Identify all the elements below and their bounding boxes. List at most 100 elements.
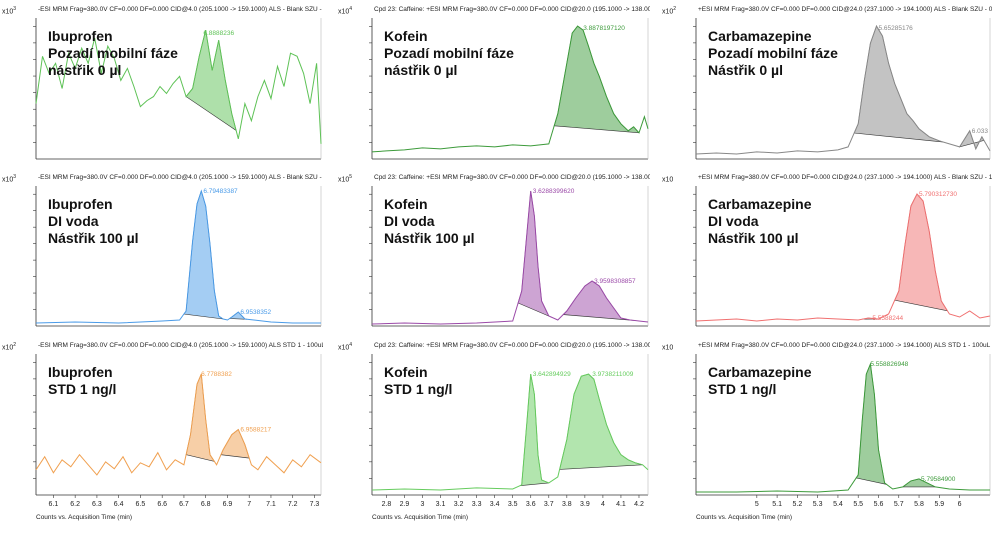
chromatogram-title: Ibuprofen Pozadí mobilní fáze nástřik 0 µl — [48, 28, 178, 79]
y-multiplier: x10 — [662, 176, 674, 184]
x-tick-label: 3.1 — [436, 501, 446, 508]
peak-retention-label: 5.790312730 — [919, 191, 957, 198]
chromatogram-plot: 6.79483387 6.9538352 — [33, 186, 322, 327]
peak-area — [185, 373, 216, 462]
chromatogram-plot: 5.65285176 6.033 — [693, 18, 991, 160]
x-tick-label: 5.8 — [914, 501, 924, 508]
x-tick-label: 5.3 — [813, 501, 823, 508]
chromatogram-title-line: Kofein — [384, 196, 428, 212]
x-tick-label: 6.7 — [179, 501, 189, 508]
x-tick-label: 2.9 — [400, 501, 410, 508]
chromatogram-title: Carbamazepine STD 1 ng/l — [708, 364, 811, 398]
chromatogram-header: -ESI MRM Frag=380.0V CF=0.000 DF=0.000 C… — [38, 342, 323, 349]
x-tick-label: 4.1 — [616, 501, 626, 508]
x-tick-label: 7.1 — [266, 501, 276, 508]
chromatogram-trace — [35, 373, 322, 476]
x-tick-label: 5.9 — [934, 501, 944, 508]
x-tick-label: 5.6 — [874, 501, 884, 508]
chromatogram-header: +ESI MRM Frag=380.0V CF=0.000 DF=0.000 C… — [698, 342, 992, 349]
chromatogram-title: Carbamazepine DI voda Nástřik 100 µl — [708, 196, 811, 247]
x-tick-label: 5 — [755, 501, 759, 508]
peak-area — [183, 189, 224, 320]
peak-retention-label: 6.9538352 — [240, 309, 271, 316]
x-tick-label: 5.4 — [833, 501, 843, 508]
chromatogram-panel: +ESI MRM Frag=380.0V CF=0.000 DF=0.000 C… — [662, 4, 994, 167]
peak-retention-label: 3.642894929 — [533, 371, 571, 378]
x-tick-label: 6.8 — [201, 501, 211, 508]
chromatogram-trace — [35, 29, 322, 144]
chromatogram-title-line: Pozadí mobilní fáze — [48, 45, 178, 61]
x-tick-label: 3 — [421, 501, 425, 508]
chromatogram-trace — [695, 24, 991, 155]
chromatogram-title-line: Ibuprofen — [48, 364, 113, 380]
peak-area — [185, 30, 237, 132]
chromatogram-header: -ESI MRM Frag=380.0V CF=0.000 DF=0.000 C… — [38, 174, 323, 181]
x-tick-label: 3.7 — [544, 501, 554, 508]
chromatogram-title-line: Pozadí mobilní fáze — [708, 45, 838, 61]
y-multiplier: x10 — [662, 344, 674, 352]
chromatogram-title: Carbamazepine Pozadí mobilní fáze Nástřik … — [708, 28, 838, 79]
chromatogram-title: Ibuprofen DI voda Nástřik 100 µl — [48, 196, 139, 247]
x-tick-label: 6.5 — [136, 501, 146, 508]
x-tick-label: 6.3 — [92, 501, 102, 508]
x-tick-label: 5.5 — [853, 501, 863, 508]
peak-retention-label: 3.8878197120 — [583, 25, 625, 32]
chromatogram-header: Cpd 23: Caffeine: +ESI MRM Frag=380.0V C… — [374, 342, 650, 349]
chromatogram-title-line: Nástřik 100 µl — [48, 230, 139, 246]
x-axis-label: Counts vs. Acquisition Time (min) — [696, 514, 793, 521]
x-tick-label: 6.4 — [114, 501, 124, 508]
y-multiplier: x102 — [2, 342, 17, 352]
peak-retention-label: 5.558826948 — [870, 361, 908, 368]
peak-retention-label: 3.9598308857 — [594, 278, 636, 285]
peak-retention-label: 6.033 — [972, 128, 989, 135]
x-tick-label: 7.3 — [310, 501, 320, 508]
chromatogram-header: -ESI MRM Frag=380.0V CF=0.000 DF=0.000 C… — [38, 6, 323, 13]
peak-retention-label: 6.8888236 — [203, 30, 234, 37]
x-tick-label: 2.8 — [382, 501, 392, 508]
peak-area — [559, 373, 643, 470]
x-tick-label: 4 — [601, 501, 605, 508]
chromatogram-title: Kofein STD 1 ng/l — [384, 364, 452, 398]
chromatogram-panel: -ESI MRM Frag=380.0V CF=0.000 DF=0.000 C… — [2, 172, 325, 334]
x-tick-label: 7.2 — [288, 501, 298, 508]
chromatogram-trace — [371, 25, 649, 153]
x-tick-label: 5.1 — [772, 501, 782, 508]
peak-retention-label: 5.65285176 — [878, 25, 913, 32]
x-tick-label: 3.6 — [526, 501, 536, 508]
x-tick-label: 3.2 — [454, 501, 464, 508]
chromatogram-title-line: Nástřik 100 µl — [708, 230, 799, 246]
chromatogram-trace — [371, 190, 649, 325]
y-multiplier: x103 — [2, 174, 17, 184]
chromatogram-title-line: Ibuprofen — [48, 28, 113, 44]
chromatogram-trace — [695, 193, 991, 322]
chromatogram-plot: 3.8878197120 — [369, 18, 649, 160]
chromatogram-title-line: STD 1 ng/l — [384, 381, 453, 397]
chromatogram-panel: Cpd 23: Caffeine: +ESI MRM Frag=380.0V C… — [338, 4, 652, 167]
chromatogram-title-line: DI voda — [384, 213, 435, 229]
chromatogram-trace — [35, 189, 321, 324]
chromatogram-panel: +ESI MRM Frag=380.0V CF=0.000 DF=0.000 C… — [662, 172, 994, 334]
chromatogram-title: Kofein DI voda Nástřik 100 µl — [384, 196, 475, 247]
x-tick-label: 4.2 — [634, 501, 644, 508]
chromatogram-panel: +ESI MRM Frag=380.0V CF=0.000 DF=0.000 C… — [662, 340, 994, 525]
x-tick-label: 7 — [247, 501, 251, 508]
chromatogram-title-line: Nástřik 100 µl — [384, 230, 475, 246]
chromatogram-trace — [696, 362, 990, 493]
chromatogram-title-line: STD 1 ng/l — [708, 381, 777, 397]
x-tick-label: 6.2 — [70, 501, 80, 508]
chromatogram-title-line: Kofein — [384, 364, 428, 380]
chromatogram-plot: 5.558826948 5.79584900 5 5.1 5.2 5.3 5.4 5.5 5.6… — [693, 354, 991, 508]
peak-area — [517, 190, 553, 318]
chromatogram-plot: 6.7788382 6.9588217 6.1 6.2 6.3 6.4 6.5 6.6 6.7 6… — [33, 354, 322, 508]
chromatogram-panel: Cpd 23: Caffeine: +ESI MRM Frag=380.0V C… — [338, 172, 652, 334]
y-multiplier: x105 — [338, 174, 353, 184]
x-tick-label: 5.2 — [793, 501, 803, 508]
x-tick-label: 6.9 — [223, 501, 233, 508]
chromatogram-header: Cpd 23: Caffeine: +ESI MRM Frag=380.0V C… — [374, 6, 650, 13]
peak-retention-label: 6.9588217 — [240, 427, 271, 434]
chromatogram-header: +ESI MRM Frag=380.0V CF=0.000 DF=0.000 C… — [698, 174, 992, 181]
peak-retention-label: 6.79483387 — [203, 188, 238, 195]
chromatogram-plot: 3.6288399620 3.9598308857 — [369, 186, 649, 327]
chromatogram-header: Cpd 23: Caffeine: +ESI MRM Frag=380.0V C… — [374, 174, 650, 181]
chromatogram-title-line: Kofein — [384, 28, 428, 44]
